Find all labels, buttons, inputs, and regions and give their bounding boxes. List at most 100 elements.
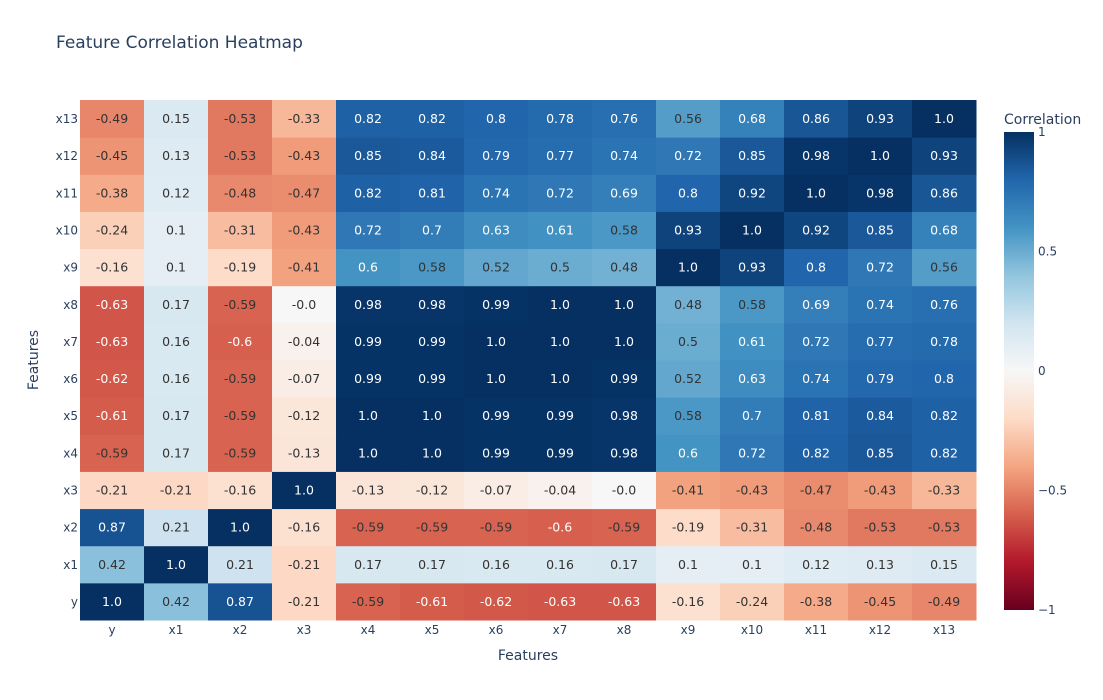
heatmap-cell-label: -0.63	[544, 594, 576, 609]
heatmap-cell-label: -0.12	[288, 408, 320, 423]
heatmap-cell-label: 0.15	[162, 111, 190, 126]
heatmap-cell	[464, 174, 529, 212]
heatmap-cell-label: -0.24	[736, 594, 768, 609]
heatmap-cell	[656, 434, 721, 472]
heatmap-cell	[80, 360, 145, 398]
y-tick-label: x7	[63, 335, 78, 349]
heatmap-cell	[912, 322, 977, 361]
heatmap-cell	[336, 248, 401, 287]
heatmap-cell	[400, 137, 465, 175]
heatmap-cell	[400, 285, 465, 324]
heatmap-cell	[80, 545, 145, 584]
x-axis-title: Features	[498, 648, 558, 664]
heatmap-cell-label: 0.69	[802, 297, 830, 312]
heatmap-cell	[80, 137, 145, 175]
heatmap-cell	[272, 137, 337, 175]
heatmap-cell	[80, 248, 145, 287]
heatmap-cell-label: 0.74	[610, 148, 638, 163]
heatmap-cell-label: -0.53	[928, 520, 960, 535]
y-tick-label: x3	[63, 484, 78, 498]
heatmap-cell	[656, 285, 721, 324]
heatmap-cell-label: 0.6	[678, 445, 698, 460]
y-tick-label: y	[71, 595, 78, 609]
heatmap-cell-label: -0.31	[224, 223, 256, 238]
heatmap-cell-label: 0.92	[738, 185, 766, 200]
heatmap-cell	[592, 508, 657, 547]
x-tick-label: x3	[297, 623, 312, 637]
heatmap-cell	[784, 248, 849, 287]
heatmap-cell	[400, 211, 465, 250]
heatmap-cell-label: -0.45	[864, 594, 896, 609]
heatmap-cell	[720, 100, 785, 138]
x-axis-ticks: y x1 x2 x3 x4 x5 x6 x7 x8 x9 x10 x11 x12 x13	[108, 623, 955, 637]
heatmap-cell	[656, 582, 721, 621]
heatmap-cell-label: 1.0	[870, 148, 890, 163]
heatmap-cell-label: -0.59	[224, 408, 256, 423]
colorbar-gradient	[1004, 132, 1034, 610]
heatmap-cell-label: 0.82	[802, 445, 830, 460]
heatmap-cell	[784, 322, 849, 361]
heatmap-cell-label: -0.61	[96, 408, 128, 423]
heatmap-cell	[912, 397, 977, 435]
heatmap-cell	[336, 100, 401, 138]
heatmap-cell-label: 0.87	[226, 594, 254, 609]
heatmap-cell-label: 0.6	[358, 260, 378, 275]
heatmap-cell-label: 0.8	[486, 111, 506, 126]
heatmap-cell	[464, 434, 529, 472]
heatmap-cell-label: 0.17	[610, 557, 638, 572]
heatmap-cell	[848, 545, 913, 584]
heatmap-cell-label: 0.58	[674, 408, 702, 423]
heatmap-cell	[80, 397, 145, 435]
heatmap-cell	[528, 174, 593, 212]
heatmap-cell-label: 0.5	[550, 260, 570, 275]
heatmap-cell	[80, 285, 145, 324]
heatmap-cell	[400, 545, 465, 584]
heatmap-cell	[592, 397, 657, 435]
heatmap-cell-label: -0.16	[96, 260, 128, 275]
heatmap-cell	[144, 137, 209, 175]
heatmap-cell-label: -0.33	[288, 111, 320, 126]
heatmap-cell-label: 0.79	[866, 371, 894, 386]
heatmap-cell	[592, 545, 657, 584]
heatmap-cell	[144, 360, 209, 398]
heatmap-cell-label: 0.74	[802, 371, 830, 386]
heatmap-cell	[80, 471, 145, 510]
heatmap-cell	[784, 434, 849, 472]
heatmap-cell	[912, 360, 977, 398]
heatmap-cell-label: -0.59	[416, 520, 448, 535]
heatmap-cell	[272, 397, 337, 435]
heatmap-cell-label: -0.49	[96, 111, 128, 126]
heatmap-cell	[272, 471, 337, 510]
y-tick-label: x12	[56, 149, 78, 163]
heatmap-cell-label: -0.63	[96, 334, 128, 349]
heatmap-cell-label: 0.86	[802, 111, 830, 126]
y-axis-ticks: y x1 x2 x3 x4 x5 x6 x7 x8 x9 x10 x11 x12 x13	[56, 112, 78, 609]
heatmap-cell-label: -0.63	[96, 297, 128, 312]
heatmap-cell	[400, 397, 465, 435]
x-tick-label: x7	[553, 623, 568, 637]
heatmap-cell	[400, 248, 465, 287]
heatmap-cell-label: 0.13	[162, 148, 190, 163]
heatmap-cell	[848, 211, 913, 250]
heatmap-cell	[144, 471, 209, 510]
heatmap-cell	[272, 100, 337, 138]
heatmap-cell-label: 1.0	[422, 408, 442, 423]
heatmap-cell	[656, 471, 721, 510]
y-tick-label: x9	[63, 261, 78, 275]
heatmap-cell-label: -0.6	[548, 520, 572, 535]
heatmap-cell	[592, 174, 657, 212]
heatmap-cell-label: 0.68	[930, 223, 958, 238]
x-tick-label: y	[108, 623, 115, 637]
heatmap-cell-label: 1.0	[614, 297, 634, 312]
x-tick-label: x11	[805, 623, 827, 637]
heatmap-cell-label: -0.47	[800, 483, 832, 498]
heatmap-cell-label: 0.61	[546, 223, 574, 238]
heatmap-cell-label: -0.6	[228, 334, 252, 349]
heatmap-cell	[592, 360, 657, 398]
heatmap-cell-label: 0.99	[610, 371, 638, 386]
heatmap-cell-label: 0.52	[674, 371, 702, 386]
heatmap-cell	[144, 397, 209, 435]
heatmap-cell-label: -0.43	[288, 223, 320, 238]
heatmap-cell	[208, 582, 273, 621]
